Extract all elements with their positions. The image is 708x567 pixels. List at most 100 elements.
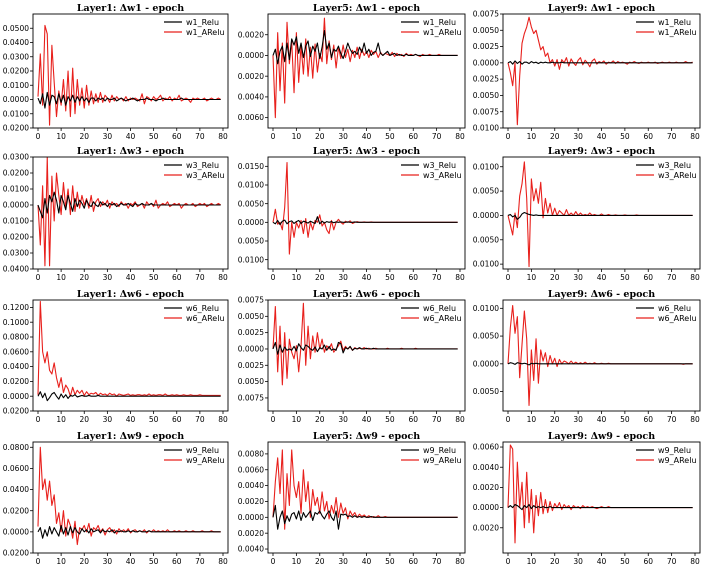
chart-panel: Layer1: Δw1 - epoch 0 10 20 30 40 50 60 70 80 0.05… [3, 3, 229, 141]
plot-frame [267, 441, 466, 554]
y-tick-label: 0.0600 [3, 347, 29, 356]
chart-panel: Layer5: Δw1 - epoch 0 10 20 30 40 50 60 70 80 0.00… [238, 3, 466, 141]
legend-label: w3_ARelu [186, 171, 225, 180]
x-tick-label: 70 [195, 557, 205, 566]
x-tick-label: 30 [338, 557, 348, 566]
x-tick-label: 20 [315, 132, 325, 141]
x-tick-label: 50 [149, 132, 159, 141]
series-line-relu [37, 91, 221, 109]
x-tick-label: 10 [292, 415, 302, 424]
x-tick-label: 80 [455, 557, 465, 566]
chart-title: Layer1: Δw3 - epoch [77, 146, 184, 157]
y-tick-label: 0.0025 [473, 42, 499, 51]
x-tick-label: 60 [408, 415, 418, 424]
y-tick-label: 0.1000 [3, 318, 29, 327]
y-tick-label: 0.0000 [3, 201, 29, 210]
y-tick-label: 0.0100 [238, 181, 264, 190]
x-tick-label: 0 [36, 557, 41, 566]
legend-label: w9_Relu [186, 446, 219, 455]
x-tick-label: 20 [79, 132, 89, 141]
x-tick-label: 50 [149, 557, 159, 566]
y-tick-label: 0.0050 [238, 237, 264, 246]
x-tick-label: 0 [271, 415, 276, 424]
y-tick-label: 0.0150 [238, 162, 264, 171]
x-tick-label: 50 [149, 273, 159, 282]
y-tick-label: 0.0100 [3, 81, 29, 90]
y-tick-label: 0.0050 [473, 187, 499, 196]
series-line-relu [37, 524, 221, 539]
x-tick-label: 50 [620, 132, 630, 141]
x-tick-label: 0 [36, 273, 41, 282]
chart-panel: Layer5: Δw9 - epoch 0 10 20 30 40 50 60 70 80 0.00… [238, 431, 466, 566]
y-tick-label: 0.0075 [473, 107, 499, 116]
y-tick-label: 0.0000 [473, 359, 499, 368]
x-tick-label: 10 [292, 132, 302, 141]
x-tick-label: 80 [218, 132, 228, 141]
x-tick-label: 10 [292, 557, 302, 566]
x-tick-label: 80 [218, 415, 228, 424]
x-tick-label: 60 [408, 557, 418, 566]
plot-frame [32, 299, 229, 412]
legend-label: w3_Relu [423, 161, 456, 170]
x-tick-label: 70 [432, 273, 442, 282]
x-tick-label: 40 [597, 273, 607, 282]
x-tick-label: 70 [667, 557, 677, 566]
series-line-relu [507, 60, 693, 65]
x-tick-label: 70 [667, 132, 677, 141]
chart-panel: Layer1: Δw3 - epoch 0 10 20 30 40 50 60 70 80 0.03… [3, 146, 229, 282]
x-tick-label: 0 [506, 415, 511, 424]
x-tick-label: 10 [56, 132, 66, 141]
y-tick-label: 0.0000 [3, 527, 29, 536]
x-tick-label: 10 [527, 273, 537, 282]
legend-label: w6_ARelu [186, 314, 225, 323]
x-tick-label: 0 [36, 415, 41, 424]
y-tick-label: 0.0200 [3, 169, 29, 178]
legend-label: w3_ARelu [658, 171, 697, 180]
chart-title: Layer1: Δw1 - epoch [77, 3, 184, 14]
x-tick-label: 80 [690, 415, 700, 424]
x-tick-label: 20 [79, 273, 89, 282]
y-tick-label: 0.0000 [3, 95, 29, 104]
y-tick-label: 0.0000 [238, 218, 264, 227]
x-tick-label: 80 [690, 557, 700, 566]
y-tick-label: 0.0050 [473, 235, 499, 244]
x-tick-label: 70 [195, 132, 205, 141]
chart-panel: Layer9: Δw1 - epoch 0 10 20 30 40 50 60 70 80 0.00… [473, 3, 701, 141]
y-tick-label: 0.0200 [3, 377, 29, 386]
legend-label: w1_Relu [658, 18, 691, 27]
legend-label: w6_ARelu [658, 314, 697, 323]
y-tick-label: 0.0200 [3, 506, 29, 515]
y-tick-label: 0.0050 [473, 332, 499, 341]
chart-title: Layer9: Δw9 - epoch [548, 431, 655, 442]
chart-title: Layer1: Δw9 - epoch [77, 431, 184, 442]
y-tick-label: 0.0050 [238, 312, 264, 321]
y-tick-label: 0.0400 [3, 265, 29, 274]
plot-frame [502, 13, 701, 129]
chart-panel: Layer9: Δw9 - epoch 0 10 20 30 40 50 60 70 80 0.00… [473, 431, 701, 566]
legend-label: w1_ARelu [186, 28, 225, 37]
x-tick-label: 60 [172, 132, 182, 141]
x-tick-label: 0 [271, 273, 276, 282]
y-tick-label: 0.0400 [3, 362, 29, 371]
plot-frame [32, 156, 229, 270]
y-tick-label: 0.0100 [473, 260, 499, 269]
x-tick-label: 60 [408, 132, 418, 141]
x-tick-label: 0 [506, 132, 511, 141]
y-tick-label: 0.0200 [3, 549, 29, 558]
series-line-relu [507, 362, 693, 366]
series-line-relu [272, 30, 458, 65]
x-tick-label: 60 [172, 557, 182, 566]
x-tick-label: 70 [667, 415, 677, 424]
x-tick-label: 30 [103, 415, 113, 424]
chart-title: Layer5: Δw1 - epoch [313, 3, 420, 14]
legend-label: w3_ARelu [423, 171, 462, 180]
x-tick-label: 80 [455, 132, 465, 141]
chart-title: Layer5: Δw9 - epoch [313, 431, 420, 442]
x-tick-label: 20 [550, 273, 560, 282]
series-line-relu [37, 391, 221, 402]
legend-label: w6_Relu [658, 304, 691, 313]
y-tick-label: 0.0800 [3, 443, 29, 452]
x-tick-label: 70 [432, 557, 442, 566]
x-tick-label: 30 [338, 415, 348, 424]
